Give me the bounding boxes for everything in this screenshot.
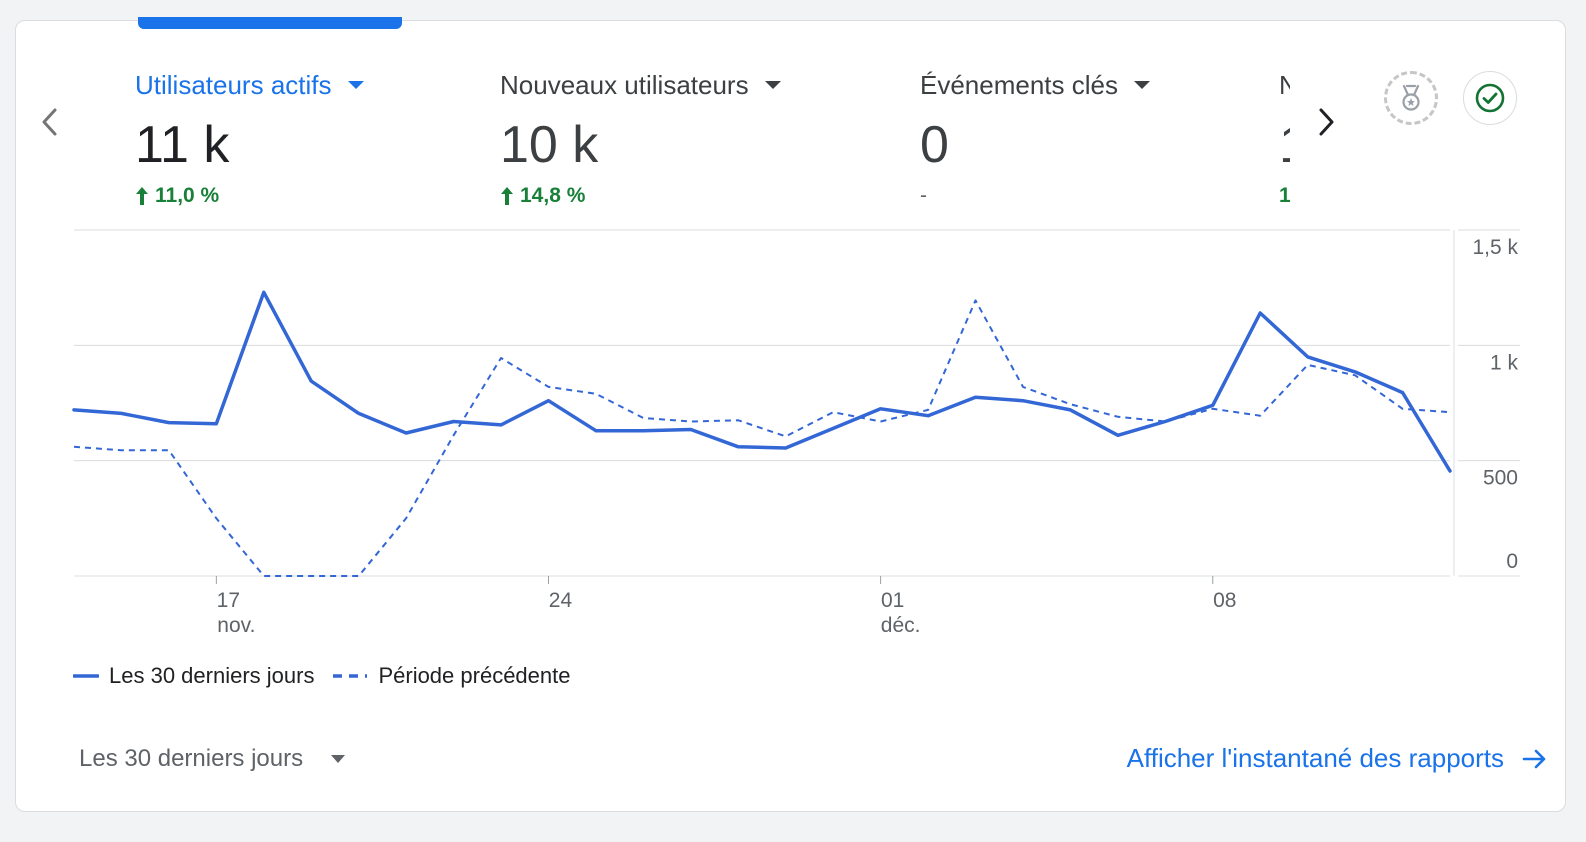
previous-metrics-button[interactable] [33, 100, 67, 144]
legend-label: Période précédente [378, 663, 571, 688]
metric-value: 1 [1279, 114, 1290, 176]
x-tick-label: 08 [1213, 589, 1236, 612]
caret-down-icon [1133, 81, 1150, 89]
overview-card [15, 20, 1566, 812]
arrow-right-icon [1522, 749, 1546, 768]
series-line-last-30-days [72, 290, 1452, 473]
metric-tabs: Utilisateurs actifs 11 k 11,0 % Nouveaux… [125, 60, 1290, 220]
y-tick-label: 1,5 k [1472, 236, 1518, 259]
legend-dashed-line [333, 674, 368, 678]
y-axis: 0 500 1 k 1,5 k [1472, 236, 1518, 573]
medal-icon [1402, 84, 1420, 111]
date-range-label: Les 30 derniers jours [79, 745, 304, 772]
x-tick-sublabel: nov. [217, 614, 255, 637]
date-range-dropdown[interactable]: Les 30 derniers jours [79, 745, 347, 773]
x-tick-label: 17 [217, 589, 240, 612]
metric-change: 1 [1279, 184, 1290, 207]
caret-down-icon [764, 81, 781, 89]
x-tick-label: 24 [549, 589, 573, 612]
series-line-previous-period [73, 299, 1451, 577]
metric-title: Nouveaux utilisateurs [500, 69, 749, 100]
active-tab-indicator [138, 17, 402, 29]
metric-change: - [920, 184, 927, 207]
legend-label: Les 30 derniers jours [109, 663, 315, 688]
legend-item-current: Les 30 derniers jours [73, 663, 314, 689]
status-check-button[interactable] [1463, 71, 1517, 125]
y-tick-label: 500 [1483, 467, 1518, 490]
metric-title: N [1279, 69, 1290, 100]
x-tick-sublabel: déc. [881, 614, 921, 637]
metric-change: 14,8 % [520, 184, 586, 207]
legend-item-previous: Période précédente [332, 663, 570, 689]
arrow-up-icon [501, 187, 513, 205]
report-link-label: Afficher l'instantané des rapports [1126, 743, 1504, 773]
y-tick-label: 1 k [1490, 351, 1519, 374]
chart-legend: Les 30 derniers jours Période précédente [73, 663, 588, 689]
insights-medal-button[interactable] [1384, 71, 1438, 125]
legend-solid-line [73, 674, 99, 678]
check-circle-icon [1475, 83, 1505, 113]
chevron-left-icon [42, 108, 57, 136]
view-reports-snapshot-link[interactable]: Afficher l'instantané des rapports [1127, 743, 1548, 774]
caret-down-icon [347, 81, 364, 89]
metric-tab-active-users[interactable]: Utilisateurs actifs 11 k 11,0 % [135, 60, 366, 220]
metric-title: Événements clés [920, 69, 1118, 100]
next-metrics-button[interactable] [1309, 100, 1343, 144]
metric-title: Utilisateurs actifs [135, 69, 332, 100]
metric-tab-new-users[interactable]: Nouveaux utilisateurs 10 k 14,8 % [500, 60, 783, 220]
metric-value: 0 [920, 116, 949, 174]
y-tick-label: 0 [1506, 550, 1518, 573]
arrow-up-icon [136, 187, 148, 205]
chevron-right-icon [1319, 108, 1334, 136]
caret-down-icon [331, 755, 346, 763]
x-tick-label: 01 [881, 589, 904, 612]
metric-value: 11 k [135, 116, 230, 174]
chart-grid [74, 229, 1520, 577]
metric-tab-partial[interactable]: N 1 1 [1279, 60, 1290, 220]
chart-series [72, 290, 1452, 577]
metric-change: 11,0 % [155, 184, 220, 207]
metric-value: 10 k [500, 116, 599, 174]
metric-tab-key-events[interactable]: Événements clés 0 - [920, 60, 1152, 220]
